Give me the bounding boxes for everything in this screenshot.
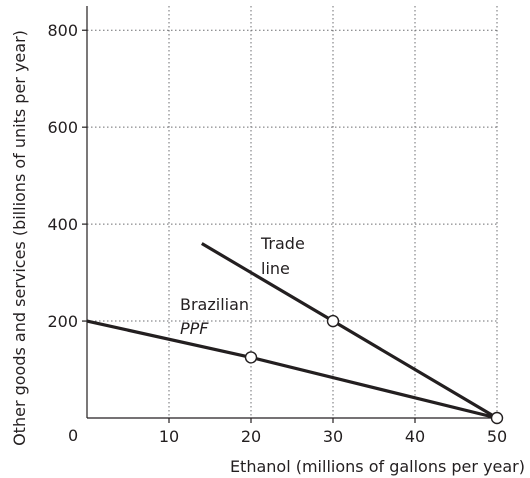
trade-line-label-line-1: Trade [260, 234, 305, 253]
grid-lines [87, 6, 498, 418]
series-line-1 [200, 242, 498, 420]
y-tick-label-600: 600 [47, 118, 78, 137]
data-markers [244, 314, 504, 425]
x-tick-label-10: 10 [159, 427, 179, 446]
x-tick-label-30: 30 [323, 427, 343, 446]
x-tick-label-20: 20 [241, 427, 261, 446]
x-tick-label-40: 40 [405, 427, 425, 446]
x-axis-title: Ethanol (millions of gallons per year) [230, 457, 525, 476]
y-tick-label-800: 800 [47, 21, 78, 40]
y-tick-label-400: 400 [47, 215, 78, 234]
marker-0-1 [490, 411, 504, 425]
tick-labels: 10 20 30 40 50 200 400 600 800 [47, 21, 507, 446]
y-tick-label-200: 200 [47, 312, 78, 331]
marker-1-0 [326, 314, 340, 328]
marker-0-0 [244, 351, 258, 364]
series-line-0 [86, 319, 498, 420]
x-tick-label-50: 50 [487, 427, 507, 446]
trade-line-label-line-2: line [261, 259, 290, 278]
axes [82, 6, 503, 423]
brazilian-ppf-label-line-2: PPF [180, 319, 209, 338]
brazilian-ppf-label-line-1: Brazilian [180, 295, 249, 314]
y-axis-title: Other goods and services (billions of un… [10, 30, 29, 446]
series-lines [86, 242, 498, 420]
origin-label: 0 [68, 426, 78, 445]
